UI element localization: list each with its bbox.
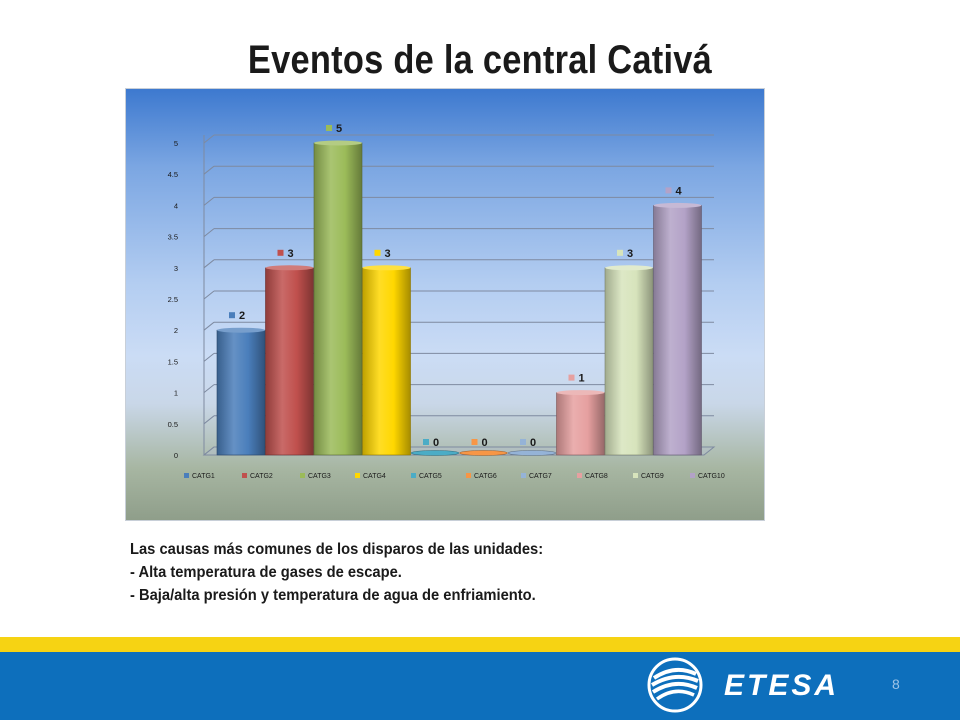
gridline-side-1 <box>203 415 215 425</box>
gridline-side-6 <box>203 259 215 269</box>
page-number: 8 <box>892 676 900 692</box>
legend-swatch <box>466 473 471 478</box>
legend-swatch <box>300 473 305 478</box>
data-label-marker <box>520 439 526 445</box>
y-tick-label: 3 <box>174 264 178 273</box>
gridline-side-7 <box>203 228 215 237</box>
data-label-marker <box>229 312 235 319</box>
gridline-side-3 <box>203 353 215 362</box>
gridline-side-9 <box>203 165 215 175</box>
y-tick-label: 1.5 <box>168 357 178 366</box>
footer-blue-band <box>0 652 960 720</box>
gridline-side-4 <box>203 321 215 331</box>
y-tick-label: 2.5 <box>168 295 178 304</box>
data-label-marker <box>471 439 478 445</box>
legend-label-catg10: CATG10 <box>698 473 725 480</box>
bar-catg4 <box>362 267 411 456</box>
data-label-catg6: 0 <box>482 437 488 449</box>
legend-label-catg1: CATG1 <box>192 473 215 480</box>
y-tick-label: 0.5 <box>168 420 178 429</box>
chart-canvas: 0 0.5 1 1.5 2 2.5 3 3.5 4 4.5 5 2 3 5 3 0 0 0 1 3 4 CATG1 CATG… <box>168 123 725 480</box>
y-tick-label: 2 <box>174 326 178 335</box>
legend-swatch <box>242 473 247 478</box>
bar-catg3 <box>313 142 363 456</box>
y-tick-label: 4.5 <box>168 170 178 179</box>
data-label-catg8: 1 <box>579 373 585 385</box>
bar-catg2 <box>265 267 314 456</box>
legend-label-catg4: CATG4 <box>363 473 386 480</box>
legend-swatch <box>184 473 189 478</box>
data-label-catg2: 3 <box>288 248 294 260</box>
data-label-catg1: 2 <box>239 310 245 322</box>
data-label-marker <box>277 249 284 256</box>
bar-top-catg8 <box>556 390 605 396</box>
legend-label-catg7: CATG7 <box>529 473 552 480</box>
bar-catg7 <box>507 450 557 456</box>
bar-catg8 <box>556 392 605 456</box>
etesa-logo: ETESA <box>644 654 864 721</box>
bar-top-catg1 <box>217 327 265 333</box>
y-tick-label: 3.5 <box>168 233 178 242</box>
data-label-marker <box>374 249 381 256</box>
y-tick-label: 5 <box>174 139 178 148</box>
bar-catg9 <box>604 267 654 456</box>
footer-yellow-band <box>0 637 960 652</box>
data-label-catg3: 5 <box>336 123 342 135</box>
data-label-catg7: 0 <box>530 437 536 449</box>
legend-swatch <box>411 473 416 478</box>
data-label-catg5: 0 <box>433 437 439 449</box>
legend-label-catg6: CATG6 <box>474 473 497 480</box>
gridline-side-5 <box>203 290 215 300</box>
gridline-side-10 <box>203 134 215 144</box>
bar-catg10 <box>653 205 702 456</box>
bar-top-catg10 <box>653 202 702 208</box>
notes-line-1: Las causas más comunes de los disparos d… <box>130 541 544 558</box>
notes-block: Las causas más comunes de los disparos d… <box>130 538 543 607</box>
data-label-catg9: 3 <box>627 248 633 260</box>
bar-catg6 <box>459 450 508 456</box>
data-label-marker <box>423 439 429 445</box>
bar-top-catg9 <box>605 265 653 271</box>
legend-swatch <box>521 473 526 478</box>
legend-swatch <box>577 473 582 478</box>
gridline-side-2 <box>203 384 215 393</box>
bar-top-catg4 <box>362 265 411 271</box>
data-label-marker <box>568 374 575 381</box>
legend-swatch <box>355 473 360 478</box>
bar-chart: 0 0.5 1 1.5 2 2.5 3 3.5 4 4.5 5 2 3 5 3 0 0 0 1 3 4 CATG1 CATG… <box>125 88 765 521</box>
logo-wordmark: ETESA <box>724 669 839 702</box>
bar-top-catg2 <box>265 265 314 271</box>
notes-line-3: - Baja/alta presión y temperatura de agu… <box>130 587 536 604</box>
data-label-marker <box>665 187 672 194</box>
gridline-side-8 <box>203 197 215 206</box>
data-label-catg10: 4 <box>676 185 683 197</box>
bar-top-catg3 <box>314 140 362 146</box>
legend-label-catg3: CATG3 <box>308 473 331 480</box>
data-label-marker <box>326 125 332 131</box>
data-label-catg4: 3 <box>385 248 391 260</box>
legend-swatch <box>690 473 695 478</box>
bar-catg5 <box>410 450 460 456</box>
legend-label-catg9: CATG9 <box>641 473 664 480</box>
legend-label-catg2: CATG2 <box>250 473 273 480</box>
legend-label-catg5: CATG5 <box>419 473 442 480</box>
legend-label-catg8: CATG8 <box>585 473 608 480</box>
data-label-marker <box>617 249 623 256</box>
y-tick-label: 4 <box>174 201 178 210</box>
y-tick-label: 1 <box>174 389 178 398</box>
notes-line-2: - Alta temperatura de gases de escape. <box>130 564 402 581</box>
bar-catg1 <box>216 329 266 456</box>
slide-title: Eventos de la central Cativá <box>247 38 713 82</box>
legend-swatch <box>633 473 638 478</box>
y-tick-label: 0 <box>174 451 178 460</box>
